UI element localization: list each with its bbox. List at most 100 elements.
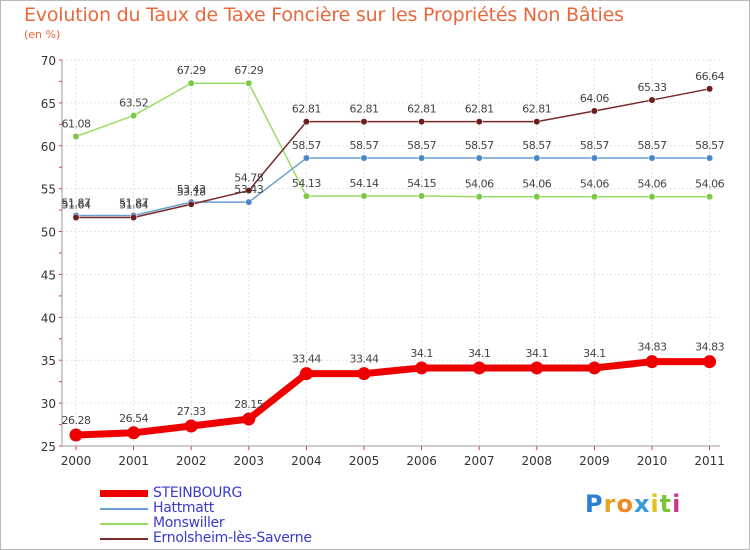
- data-point: [360, 192, 368, 200]
- y-tick-label: 35: [41, 354, 56, 368]
- data-point: [302, 154, 310, 162]
- data-label: 58.57: [638, 139, 667, 152]
- logo-letter: t: [659, 490, 673, 518]
- data-label: 34.83: [638, 341, 667, 354]
- data-label: 67.29: [234, 64, 263, 77]
- data-point: [415, 361, 429, 375]
- legend-swatch: [100, 523, 148, 525]
- line-chart: 25 30 35 40 45 50 55 60 65 70 2000 2001 2002 2003 2004…: [41, 54, 726, 468]
- data-label: 54.14: [350, 177, 379, 190]
- x-tick-label: 2002: [176, 454, 207, 468]
- data-label: 64.06: [580, 92, 609, 105]
- legend-swatch: [100, 538, 148, 540]
- data-label: 62.81: [292, 103, 321, 116]
- x-tick-label: 2007: [464, 454, 495, 468]
- data-label: 62.81: [522, 103, 551, 116]
- logo-letter: i: [672, 490, 682, 518]
- x-tick-label: 2008: [522, 454, 553, 468]
- x-tick-label: 2011: [694, 454, 725, 468]
- data-label: 58.57: [580, 139, 609, 152]
- data-label: 27.33: [177, 405, 206, 418]
- data-point: [533, 154, 541, 162]
- data-label: 54.06: [580, 178, 609, 191]
- y-tick-label: 45: [41, 268, 56, 282]
- data-label: 62.81: [465, 103, 494, 116]
- data-label: 58.57: [465, 139, 494, 152]
- data-label: 63.52: [119, 97, 148, 110]
- data-point: [706, 85, 714, 93]
- data-point: [130, 112, 138, 120]
- legend-label: STEINBOURG: [153, 485, 243, 501]
- data-point: [242, 412, 256, 426]
- data-point: [530, 361, 544, 375]
- data-label: 51.87: [62, 197, 91, 210]
- logo-letter: r: [603, 490, 617, 518]
- x-tick-label: 2001: [118, 454, 149, 468]
- y-tick-label: 55: [41, 183, 56, 197]
- data-point: [590, 154, 598, 162]
- data-label: 33.44: [292, 353, 321, 366]
- data-label: 58.57: [695, 139, 724, 152]
- data-label: 54.06: [638, 178, 667, 191]
- data-label: 34.1: [526, 347, 549, 360]
- data-point: [475, 193, 483, 201]
- y-tick-label: 25: [41, 440, 56, 454]
- data-point: [245, 79, 253, 87]
- data-point: [418, 192, 426, 200]
- legend-item-ernolsheim: Ernolsheim-lès-Saverne: [100, 530, 400, 546]
- legend-label: Ernolsheim-lès-Saverne: [153, 530, 312, 546]
- data-point: [299, 367, 313, 381]
- grid: [62, 59, 720, 447]
- data-label: 62.81: [407, 103, 436, 116]
- x-tick-label: 2009: [579, 454, 610, 468]
- legend-item-hattmatt: Hattmatt: [100, 500, 400, 516]
- data-point: [533, 118, 541, 126]
- data-label: 54.06: [465, 178, 494, 191]
- data-labels: 26.28 26.54 27.33 28.15 33.44 33.44 34.1 34.1 34…: [62, 64, 726, 427]
- data-point: [706, 154, 714, 162]
- series-lines: [72, 82, 714, 439]
- data-point: [533, 193, 541, 201]
- series-line-steinbourg: [72, 358, 714, 439]
- legend-swatch: [100, 490, 148, 497]
- data-label: 51.87: [119, 197, 148, 210]
- series-line-hattmatt: [75, 157, 711, 217]
- data-point: [706, 193, 714, 201]
- data-point: [587, 361, 601, 375]
- x-tick-label: 2005: [349, 454, 380, 468]
- y-tick-label: 60: [41, 140, 56, 154]
- data-point: [187, 79, 195, 87]
- data-label: 34.1: [468, 347, 491, 360]
- legend-swatch: [100, 508, 148, 510]
- data-point: [648, 96, 656, 104]
- data-label: 26.28: [62, 414, 91, 427]
- data-point: [72, 214, 80, 221]
- logo-letter: o: [616, 490, 634, 518]
- data-label: 53.18: [177, 185, 206, 198]
- y-tick-label: 65: [41, 97, 56, 111]
- data-point: [360, 118, 368, 126]
- data-point: [127, 426, 141, 440]
- data-label: 51.64: [62, 198, 91, 211]
- data-label: 53.43: [234, 183, 263, 196]
- data-point: [590, 107, 598, 115]
- x-tick-label: 2003: [234, 454, 265, 468]
- y-tick-label: 70: [41, 54, 56, 68]
- legend-item-steinbourg: STEINBOURG: [100, 485, 400, 501]
- data-point: [72, 133, 80, 140]
- y-tick-label: 40: [41, 311, 56, 325]
- data-point: [130, 214, 138, 221]
- data-point: [472, 361, 486, 375]
- data-label: 65.33: [638, 81, 667, 94]
- chart-title: Evolution du Taux de Taxe Foncière sur l…: [24, 4, 624, 26]
- data-label: 26.54: [119, 412, 148, 425]
- data-label: 34.83: [695, 341, 724, 354]
- data-point: [245, 187, 253, 195]
- data-label: 28.15: [234, 398, 263, 411]
- data-point: [69, 428, 83, 442]
- y-tick-label: 30: [41, 397, 56, 411]
- data-label: 34.1: [410, 347, 433, 360]
- data-label: 58.57: [292, 139, 321, 152]
- data-label: 58.57: [522, 139, 551, 152]
